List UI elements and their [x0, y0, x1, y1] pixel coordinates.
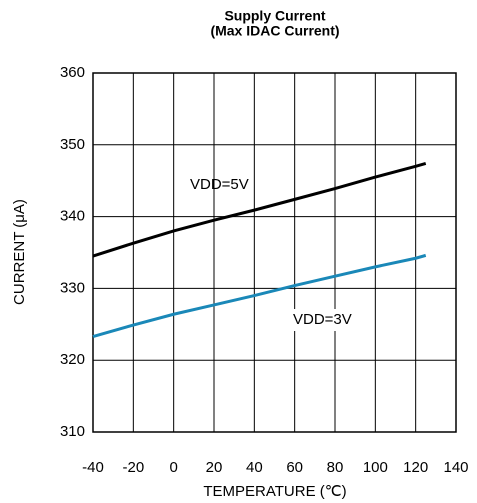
- y-tick-label: 340: [60, 208, 85, 225]
- y-tick-label: 360: [60, 64, 85, 81]
- series-line: [92, 253, 427, 338]
- series-label: VDD=3V: [293, 311, 352, 328]
- series-label: VDD=5V: [190, 176, 249, 193]
- x-axis-label: TEMPERATURE (℃): [203, 483, 346, 500]
- y-axis-label: CURRENT (μA): [11, 199, 28, 305]
- x-tick-label: 20: [206, 459, 223, 476]
- x-tick-label: 120: [403, 459, 428, 476]
- y-tick-label: 320: [60, 351, 85, 368]
- y-tick-label: 310: [60, 423, 85, 440]
- x-tick-label: 0: [169, 459, 177, 476]
- x-tick-label: 60: [286, 459, 303, 476]
- x-tick-label: 40: [246, 459, 263, 476]
- x-tick-label: -20: [122, 459, 144, 476]
- y-tick-label: 350: [60, 136, 85, 153]
- label-background: [290, 309, 370, 331]
- x-tick-label: 100: [363, 459, 388, 476]
- series-line: [92, 162, 427, 258]
- x-tick-label: 140: [443, 459, 468, 476]
- chart-title: Supply Current: [224, 8, 325, 24]
- x-tick-label: -40: [82, 459, 104, 476]
- y-tick-label: 330: [60, 279, 85, 296]
- chart-subtitle: (Max IDAC Current): [210, 23, 339, 39]
- x-tick-label: 80: [327, 459, 344, 476]
- plot-frame: [92, 72, 457, 433]
